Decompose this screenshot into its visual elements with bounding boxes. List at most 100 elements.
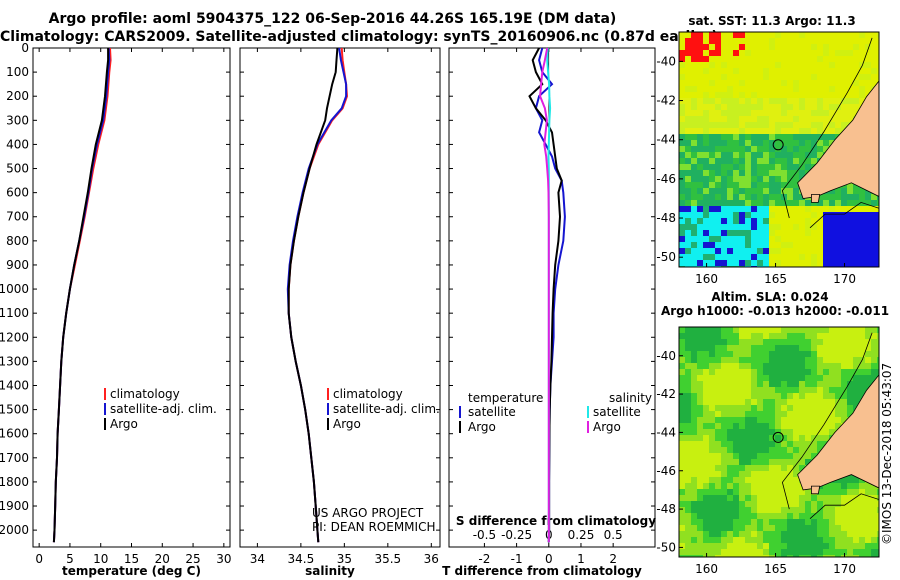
x-tick-label: 20 xyxy=(155,552,170,566)
figure-title-line1: Argo profile: aoml 5904375_122 06-Sep-20… xyxy=(48,11,617,27)
y-tick-label: 1500 xyxy=(0,403,29,417)
legend-label: climatology xyxy=(110,387,180,401)
x-axis-label: T difference from climatology xyxy=(442,564,642,578)
series-salinity-argo xyxy=(539,47,550,543)
y-tick-label: 2000 xyxy=(0,523,29,537)
x-tick-label: 2 xyxy=(609,552,617,566)
x-tick-label: 35 xyxy=(337,552,352,566)
argo-position-marker xyxy=(772,139,784,151)
x2-tick-label: 0.25 xyxy=(568,528,595,542)
x2-tick-label: 0.5 xyxy=(604,528,623,542)
map-frame xyxy=(678,31,880,268)
lat-tick-label: -46 xyxy=(656,172,676,186)
x2-tick-label: -0.5 xyxy=(473,528,496,542)
map-field xyxy=(679,32,879,267)
plot-frame xyxy=(32,47,231,548)
map-frame xyxy=(678,326,880,558)
lon-tick-label: 165 xyxy=(764,562,787,576)
lat-tick-label: -46 xyxy=(656,464,676,478)
legend-label: Argo xyxy=(468,420,496,434)
y-tick-label: 1600 xyxy=(0,427,29,441)
x-axis-label: temperature (deg C) xyxy=(62,564,201,578)
plot-frame xyxy=(239,47,441,548)
lat-tick-label: -42 xyxy=(656,387,676,401)
x-tick-label: 0 xyxy=(35,552,43,566)
y-tick-label: 1900 xyxy=(0,499,29,513)
map-title: Altim. SLA: 0.024 xyxy=(711,290,828,304)
figure-title-line2: Climatology: CARS2009. Satellite-adjuste… xyxy=(0,29,718,45)
y-tick-label: 100 xyxy=(6,65,29,79)
chart-panel-1: 0 5 10 15 20 25 300100200300400500600700800900… xyxy=(0,41,231,578)
lon-tick-label: 165 xyxy=(764,272,787,286)
credit-line1: US ARGO PROJECT xyxy=(312,506,424,520)
legend-label: climatology xyxy=(333,387,403,401)
y-tick-label: 800 xyxy=(6,234,29,248)
lon-tick-label: 170 xyxy=(833,272,856,286)
chart-panel-2: 34 34.5 35 35.5 36 salinity climatologysatelli… xyxy=(239,47,441,578)
lat-tick-label: -44 xyxy=(656,425,676,439)
x-tick-label: 15 xyxy=(124,552,139,566)
x-tick-label: 34 xyxy=(250,552,265,566)
lat-tick-label: -50 xyxy=(656,250,676,264)
y-tick-label: 700 xyxy=(6,210,29,224)
y-tick-label: 900 xyxy=(6,258,29,272)
legend-title-temperature: temperature xyxy=(468,391,543,405)
legend-label: Argo xyxy=(110,417,138,431)
map-subtitle: Argo h1000: -0.013 h2000: -0.011 xyxy=(661,304,889,318)
y-tick-label: 300 xyxy=(6,113,29,127)
x-tick-label: 35.5 xyxy=(374,552,401,566)
series-argo xyxy=(287,47,339,543)
lon-tick-label: 160 xyxy=(695,272,718,286)
map-field xyxy=(679,327,879,557)
y-tick-label: 1700 xyxy=(0,451,29,465)
x-axis-label: salinity xyxy=(305,564,355,578)
chart-panel-3: -2 -1 0 1 2T difference from climatology S di… xyxy=(442,47,656,578)
lat-tick-label: -42 xyxy=(656,94,676,108)
y-tick-label: 200 xyxy=(6,89,29,103)
x-tick-label: -1 xyxy=(511,552,523,566)
x-tick-label: -2 xyxy=(478,552,490,566)
legend-label: satellite-adj. clim. xyxy=(110,402,217,416)
lat-tick-label: -50 xyxy=(656,540,676,554)
legend-label: satellite-adj. clim. xyxy=(333,402,440,416)
plot-frame xyxy=(448,47,656,548)
bathymetry-contour xyxy=(781,332,873,510)
y-tick-label: 1300 xyxy=(0,354,29,368)
y-tick-label: 400 xyxy=(6,137,29,151)
legend-label: Argo xyxy=(333,417,361,431)
x-tick-label: 30 xyxy=(216,552,231,566)
legend-label: satellite xyxy=(468,405,516,419)
land-new-zealand xyxy=(797,80,879,199)
map-2: 160 165 170 -40 -42 -44 -46 -48 -50 Altim. SLA: 0… xyxy=(656,290,889,576)
lat-tick-label: -40 xyxy=(656,349,676,363)
legend-label: Argo xyxy=(593,420,621,434)
x-tick-label: 0 xyxy=(545,552,553,566)
x-tick-label: 34.5 xyxy=(288,552,315,566)
x-tick-label: 25 xyxy=(185,552,200,566)
x2-tick-label: -0.25 xyxy=(501,528,532,542)
lat-tick-label: -44 xyxy=(656,133,676,147)
lat-tick-label: -48 xyxy=(656,211,676,225)
x-tick-label: 5 xyxy=(66,552,74,566)
land-stewart-island xyxy=(811,194,821,203)
y-tick-label: 1100 xyxy=(0,306,29,320)
y-tick-label: 1000 xyxy=(0,282,29,296)
y-tick-label: 1400 xyxy=(0,378,29,392)
y-tick-label: 500 xyxy=(6,162,29,176)
x2-axis-label: S difference from climatology xyxy=(456,514,656,528)
lat-tick-label: -40 xyxy=(656,54,676,68)
map-1: 160 165 170 -40 -42 -44 -46 -48 -50 sat. SST: 11.… xyxy=(656,14,880,286)
series-argo xyxy=(52,48,110,543)
argo-position-marker xyxy=(772,431,784,443)
bathymetry-contour xyxy=(809,493,879,519)
lon-tick-label: 160 xyxy=(695,562,718,576)
land-new-zealand xyxy=(797,374,879,491)
legend-label: satellite xyxy=(593,405,641,419)
y-tick-label: 600 xyxy=(6,186,29,200)
y-tick-label: 0 xyxy=(21,41,29,55)
x-tick-label: 1 xyxy=(577,552,585,566)
map-title: sat. SST: 11.3 Argo: 11.3 xyxy=(688,14,855,28)
lon-tick-label: 170 xyxy=(833,562,856,576)
legend-title-salinity: salinity xyxy=(609,391,652,405)
